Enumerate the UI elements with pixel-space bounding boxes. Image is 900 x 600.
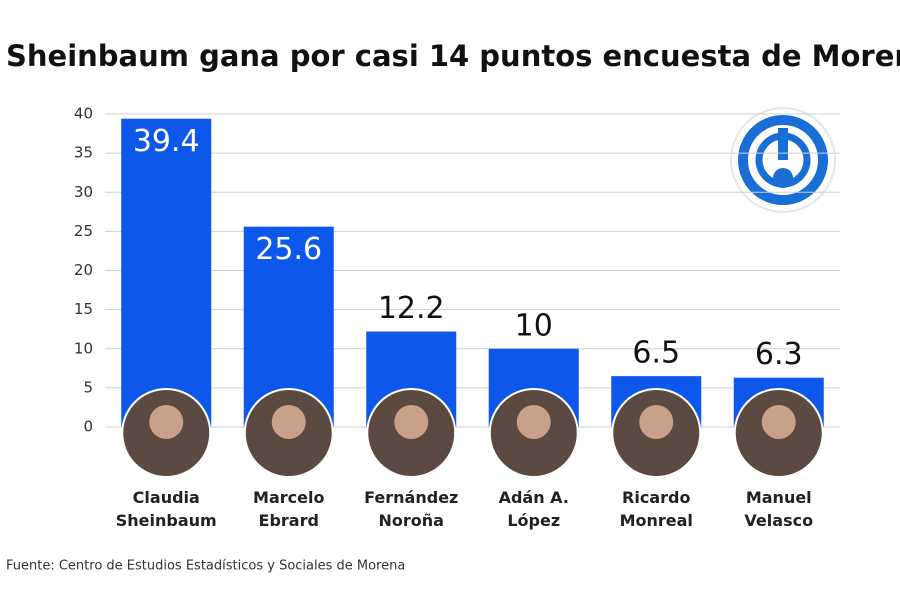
chart-title: Sheinbaum gana por casi 14 puntos encues… — [6, 39, 900, 73]
y-tick-label: 35 — [74, 144, 93, 162]
x-tick-label-line: Velasco — [744, 511, 813, 530]
value-label: 39.4 — [133, 124, 200, 159]
y-tick-label: 0 — [83, 418, 93, 436]
value-label: 10 — [515, 308, 553, 343]
value-label: 25.6 — [255, 232, 322, 267]
candidate-face — [761, 405, 796, 439]
x-tick-label: Adán A. López — [499, 488, 569, 530]
y-tick-label: 10 — [74, 339, 93, 357]
bar — [121, 118, 212, 427]
candidate-face — [394, 405, 429, 439]
x-tick-label-line: Monreal — [620, 511, 693, 530]
x-tick-label-line: Claudia — [133, 488, 200, 507]
value-label: 12.2 — [378, 291, 445, 326]
candidate-face — [639, 405, 674, 439]
x-tick-label: Marcelo Ebrard — [253, 488, 324, 530]
x-tick-label-line: Manuel — [746, 488, 812, 507]
candidate-face — [271, 405, 306, 439]
x-tick-label-line: López — [507, 511, 560, 530]
source-note: Fuente: Centro de Estudios Estadísticos … — [6, 559, 405, 574]
logo — [730, 107, 836, 213]
x-tick-label-line: Marcelo — [253, 488, 324, 507]
value-label: 6.3 — [755, 337, 803, 372]
y-tick-label: 15 — [74, 300, 93, 318]
x-tick-label-line: Fernández — [364, 488, 458, 507]
x-tick-label: Manuel Velasco — [744, 488, 813, 530]
x-tick-label: Ricardo Monreal — [620, 488, 693, 530]
x-tick-label-line: Noroña — [379, 511, 444, 530]
candidate-face — [149, 405, 184, 439]
x-tick-label-line: Adán A. — [499, 488, 569, 507]
x-tick-label: Claudia Sheinbaum — [116, 488, 217, 530]
y-tick-label: 40 — [74, 105, 93, 123]
y-tick-label: 25 — [74, 222, 93, 240]
x-tick-label-line: Sheinbaum — [116, 511, 217, 530]
x-tick-label-line: Ricardo — [622, 488, 690, 507]
x-tick-label: Fernández Noroña — [364, 488, 458, 530]
value-label: 6.5 — [632, 336, 680, 371]
candidate-face — [516, 405, 551, 439]
y-tick-label: 30 — [74, 183, 93, 201]
y-tick-label: 20 — [74, 261, 93, 279]
y-tick-label: 5 — [83, 378, 93, 396]
x-tick-label-line: Ebrard — [259, 511, 319, 530]
